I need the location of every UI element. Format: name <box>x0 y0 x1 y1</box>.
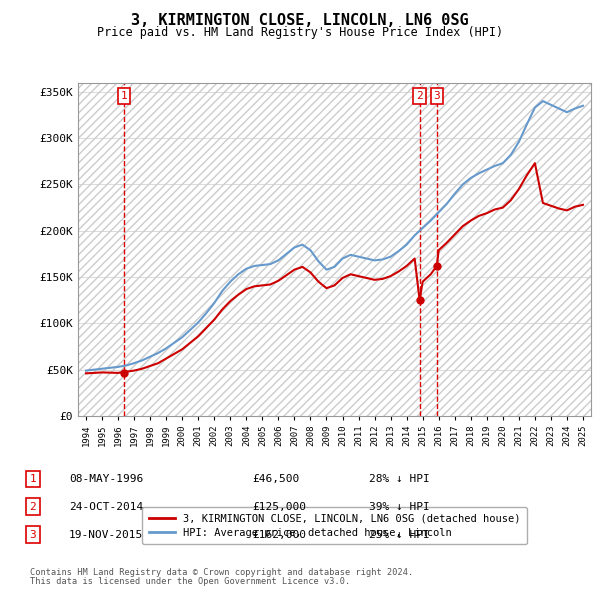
Text: 24-OCT-2014: 24-OCT-2014 <box>69 502 143 512</box>
Text: 19-NOV-2015: 19-NOV-2015 <box>69 530 143 539</box>
Text: 1: 1 <box>29 474 37 484</box>
Text: This data is licensed under the Open Government Licence v3.0.: This data is licensed under the Open Gov… <box>30 578 350 586</box>
Text: 2: 2 <box>416 91 423 101</box>
Text: £162,000: £162,000 <box>252 530 306 539</box>
Text: 08-MAY-1996: 08-MAY-1996 <box>69 474 143 484</box>
Text: 3: 3 <box>433 91 440 101</box>
Text: Price paid vs. HM Land Registry's House Price Index (HPI): Price paid vs. HM Land Registry's House … <box>97 26 503 39</box>
Text: 25% ↓ HPI: 25% ↓ HPI <box>369 530 430 539</box>
Text: 3, KIRMINGTON CLOSE, LINCOLN, LN6 0SG: 3, KIRMINGTON CLOSE, LINCOLN, LN6 0SG <box>131 13 469 28</box>
Text: 2: 2 <box>29 502 37 512</box>
Text: £125,000: £125,000 <box>252 502 306 512</box>
Text: £46,500: £46,500 <box>252 474 299 484</box>
Text: 3: 3 <box>29 530 37 539</box>
Text: 1: 1 <box>121 91 127 101</box>
Text: 28% ↓ HPI: 28% ↓ HPI <box>369 474 430 484</box>
Text: Contains HM Land Registry data © Crown copyright and database right 2024.: Contains HM Land Registry data © Crown c… <box>30 568 413 577</box>
Text: 39% ↓ HPI: 39% ↓ HPI <box>369 502 430 512</box>
Legend: 3, KIRMINGTON CLOSE, LINCOLN, LN6 0SG (detached house), HPI: Average price, deta: 3, KIRMINGTON CLOSE, LINCOLN, LN6 0SG (d… <box>142 507 527 544</box>
